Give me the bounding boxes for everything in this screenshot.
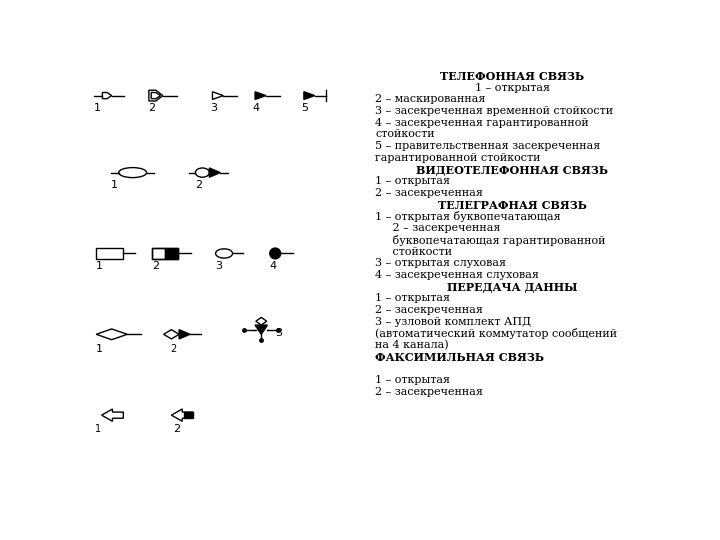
Text: 2: 2 (148, 103, 156, 113)
Text: 5: 5 (302, 103, 309, 113)
Polygon shape (255, 325, 267, 334)
Text: 2: 2 (170, 343, 176, 354)
Text: гарантированной стойкости: гарантированной стойкости (375, 153, 541, 163)
Text: 3: 3 (275, 328, 282, 338)
Polygon shape (256, 318, 266, 325)
Polygon shape (212, 92, 223, 99)
Text: 2 – засекреченная: 2 – засекреченная (375, 223, 500, 233)
Text: буквопечатающая гарантированной: буквопечатающая гарантированной (375, 235, 606, 246)
Text: 1: 1 (94, 103, 101, 113)
Polygon shape (163, 330, 179, 339)
Text: 1 – открытая буквопечатающая: 1 – открытая буквопечатающая (375, 211, 561, 222)
Polygon shape (151, 92, 161, 99)
Text: 1 – открытая: 1 – открытая (375, 375, 450, 385)
Text: 4 – засекреченная слуховая: 4 – засекреченная слуховая (375, 270, 539, 280)
Text: 1: 1 (111, 180, 118, 190)
Ellipse shape (119, 167, 147, 178)
Polygon shape (255, 92, 266, 99)
Text: 2: 2 (173, 424, 180, 434)
Text: 1: 1 (96, 343, 103, 354)
Text: 1: 1 (96, 424, 102, 434)
Polygon shape (210, 168, 220, 177)
Text: 2 – засекреченная: 2 – засекреченная (375, 188, 483, 198)
Text: 2 – засекреченная: 2 – засекреченная (375, 387, 483, 397)
Text: 3: 3 (210, 103, 217, 113)
Ellipse shape (195, 168, 210, 177)
Text: 3 – открытая слуховая: 3 – открытая слуховая (375, 258, 506, 268)
Text: (автоматический коммутатор сообщений: (автоматический коммутатор сообщений (375, 328, 617, 340)
Bar (152, 248, 179, 259)
Text: ТЕЛЕГРАФНАЯ СВЯЗЬ: ТЕЛЕГРАФНАЯ СВЯЗЬ (438, 200, 587, 211)
Text: 5 – правительственная засекреченная: 5 – правительственная засекреченная (375, 141, 600, 151)
Text: 3 – засекреченная временной стойкости: 3 – засекреченная временной стойкости (375, 106, 613, 116)
Polygon shape (304, 92, 315, 99)
Text: 2: 2 (152, 261, 159, 271)
Polygon shape (102, 409, 123, 421)
Bar (96, 248, 122, 259)
Text: 1 – открытая: 1 – открытая (375, 176, 450, 186)
Polygon shape (149, 90, 163, 101)
Bar (165, 248, 179, 259)
Text: 2: 2 (195, 180, 202, 190)
Text: 4: 4 (270, 261, 277, 271)
Polygon shape (96, 329, 127, 340)
Polygon shape (179, 330, 190, 339)
Text: на 4 канала): на 4 канала) (375, 340, 449, 350)
Polygon shape (102, 92, 112, 99)
Text: ПЕРЕДАЧА ДАННЫ: ПЕРЕДАЧА ДАННЫ (447, 282, 577, 293)
Text: ВИДЕОТЕЛЕФОННАЯ СВЯЗЬ: ВИДЕОТЕЛЕФОННАЯ СВЯЗЬ (416, 165, 608, 176)
Polygon shape (171, 409, 193, 421)
Text: 2 – засекреченная: 2 – засекреченная (375, 305, 483, 315)
Text: 1 – открытая: 1 – открытая (475, 83, 550, 93)
Text: 3 – узловой комплект АПД: 3 – узловой комплект АПД (375, 317, 531, 327)
Text: стойкости: стойкости (375, 247, 452, 256)
Bar (184, 412, 193, 418)
Text: 1 – открытая: 1 – открытая (375, 293, 450, 303)
Text: ФАКСИМИЛЬНАЯ СВЯЗЬ: ФАКСИМИЛЬНАЯ СВЯЗЬ (375, 352, 544, 363)
Text: 3: 3 (215, 261, 222, 271)
Text: стойкости: стойкости (375, 130, 435, 139)
Bar (152, 248, 165, 259)
Text: 4: 4 (253, 103, 260, 113)
Text: 2 – маскированная: 2 – маскированная (375, 94, 485, 104)
Text: ТЕЛЕФОННАЯ СВЯЗЬ: ТЕЛЕФОННАЯ СВЯЗЬ (441, 71, 585, 82)
Ellipse shape (215, 249, 233, 258)
Circle shape (270, 248, 281, 259)
Text: 4 – засекреченная гарантированной: 4 – засекреченная гарантированной (375, 118, 589, 128)
Text: 1: 1 (96, 261, 103, 271)
